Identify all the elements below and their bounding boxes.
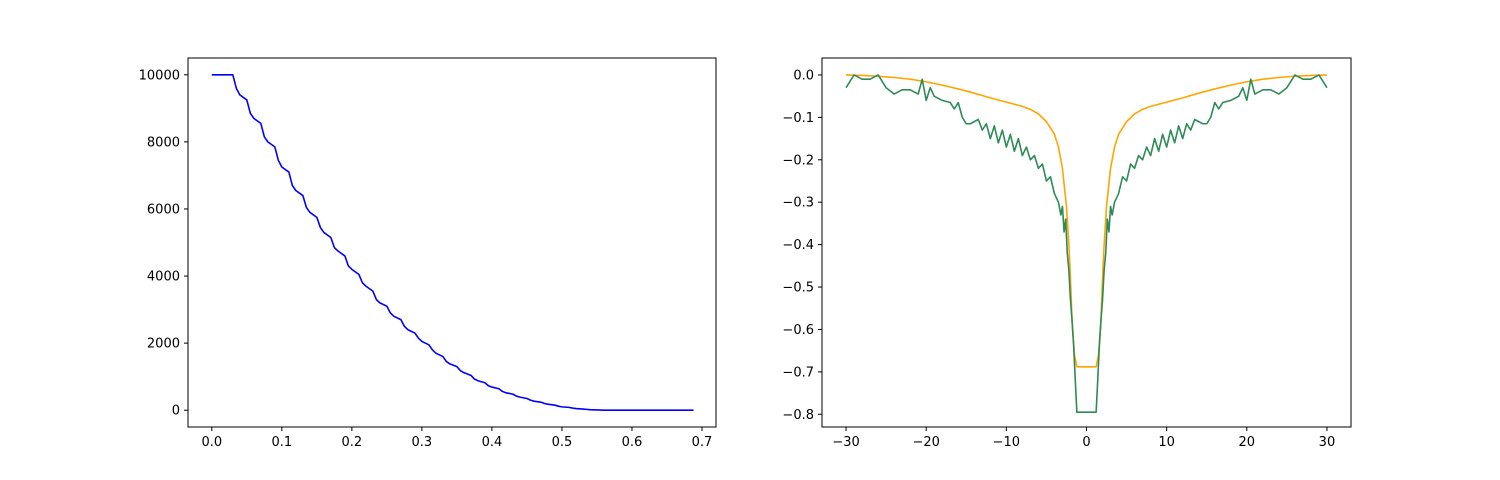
y-tick-label: −0.3 — [782, 196, 814, 211]
y-tick-label: −0.7 — [782, 365, 814, 380]
y-tick-label: 8000 — [147, 135, 180, 150]
y-tick-label: −0.1 — [782, 111, 814, 126]
y-tick-label: 2000 — [147, 337, 180, 352]
series-line-0 — [846, 74, 1327, 368]
plot-frame — [187, 57, 717, 428]
x-tick-label: 0.2 — [342, 435, 363, 450]
x-tick-label: 30 — [1319, 435, 1336, 450]
x-tick-label: 0 — [1082, 435, 1090, 450]
x-tick-label: 20 — [1239, 435, 1256, 450]
y-tick-label: 10000 — [139, 68, 180, 83]
y-tick-label: 6000 — [147, 202, 180, 217]
x-tick-label: −10 — [993, 435, 1020, 450]
y-tick-label: 0.0 — [793, 68, 814, 83]
y-tick-label: −0.4 — [782, 238, 814, 253]
x-tick-label: −20 — [912, 435, 939, 450]
y-tick-label: 0 — [172, 404, 180, 419]
series-line-0 — [211, 73, 694, 412]
y-tick-label: −0.5 — [782, 281, 814, 296]
x-tick-label: 0.3 — [412, 435, 433, 450]
left-chart: 0.0 0.1 0.2 0.3 0.4 0.5 0.6 0.7 0 2000 4000 6000 800… — [139, 57, 717, 450]
series-line-1 — [845, 74, 1328, 413]
x-tick-label: 0.5 — [552, 435, 573, 450]
right-chart: −30 −20 −10 0 10 20 30 0.0 −0.1 −0.2 −0.3 −0.4 −0.5 −… — [782, 57, 1352, 450]
x-tick-label: −30 — [832, 435, 859, 450]
y-tick-label: −0.2 — [782, 153, 814, 168]
x-tick-label: 0.1 — [271, 435, 292, 450]
y-tick-label: 4000 — [147, 270, 180, 285]
x-tick-label: 10 — [1158, 435, 1175, 450]
x-tick-label: 0.7 — [692, 435, 713, 450]
x-tick-label: 0.6 — [622, 435, 643, 450]
x-tick-label: 0.4 — [482, 435, 503, 450]
x-tick-label: 0.0 — [201, 435, 222, 450]
y-tick-label: −0.8 — [782, 408, 814, 423]
y-tick-label: −0.6 — [782, 323, 814, 338]
